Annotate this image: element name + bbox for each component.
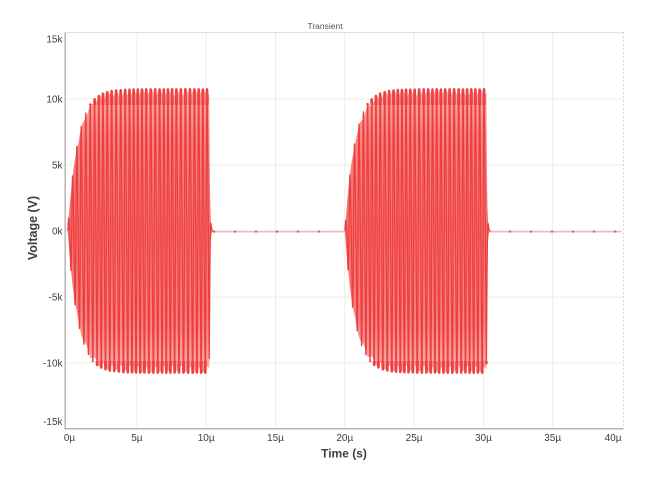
svg-text:15µ: 15µ — [267, 433, 284, 444]
svg-text:Transient: Transient — [307, 21, 343, 31]
svg-text:-10k: -10k — [43, 359, 63, 370]
svg-text:10k: 10k — [46, 95, 63, 106]
svg-text:30µ: 30µ — [475, 433, 492, 444]
svg-text:20µ: 20µ — [336, 433, 353, 444]
svg-text:-5k: -5k — [49, 293, 64, 304]
svg-text:25µ: 25µ — [406, 433, 423, 444]
svg-text:5µ: 5µ — [131, 433, 143, 444]
svg-text:0k: 0k — [52, 227, 64, 238]
svg-text:15k: 15k — [46, 35, 63, 46]
svg-text:0µ: 0µ — [64, 433, 76, 444]
svg-text:5k: 5k — [52, 161, 64, 172]
svg-text:35µ: 35µ — [544, 433, 561, 444]
svg-text:Time (s): Time (s) — [321, 447, 367, 461]
svg-text:40µ: 40µ — [605, 433, 622, 444]
svg-text:Voltage (V): Voltage (V) — [26, 196, 40, 260]
svg-text:-15k: -15k — [43, 417, 63, 428]
svg-text:10µ: 10µ — [198, 433, 215, 444]
